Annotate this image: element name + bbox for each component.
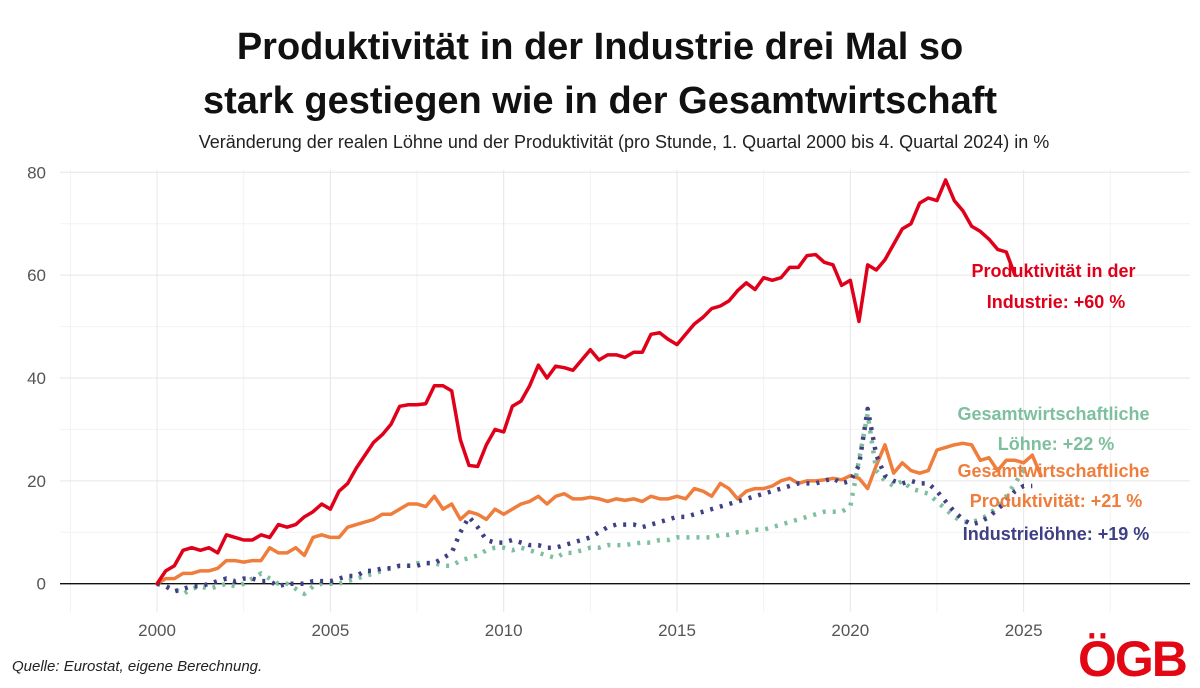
y-tick-label: 80 — [27, 163, 46, 182]
chart-subtitle: Veränderung der realen Löhne und der Pro… — [198, 132, 1050, 152]
label-industry-wages: Industrielöhne: +19 % — [963, 524, 1150, 544]
source-note: Quelle: Eurostat, eigene Berechnung. — [12, 658, 263, 675]
x-tick-label: 2020 — [831, 621, 869, 640]
label-total-wages: Gesamtwirtschaftliche Löhne: +22 % — [957, 404, 1154, 454]
series-line-industry-productivity — [155, 178, 1017, 586]
major-gridlines — [60, 170, 1190, 612]
x-tick-label: 2000 — [138, 621, 176, 640]
series-line-industry-wages — [156, 406, 1033, 594]
y-axis-tick-labels: 0 20 40 60 80 — [27, 163, 46, 593]
y-tick-label: 0 — [37, 575, 46, 594]
logo-wordmark: ÖGB — [1078, 631, 1188, 687]
minor-gridlines — [60, 170, 1190, 612]
data-series — [155, 178, 1043, 597]
x-tick-label: 2025 — [1005, 621, 1043, 640]
x-tick-label: 2010 — [485, 621, 523, 640]
chart-title-line-1: Produktivität in der Industrie drei Mal … — [236, 26, 964, 68]
y-tick-label: 20 — [27, 472, 46, 491]
series-line-total-productivity — [155, 441, 1043, 586]
oegb-logo: ÖGB — [1078, 631, 1198, 687]
label-industry-productivity: Produktivität in der Industrie: +60 % — [971, 261, 1140, 312]
x-tick-label: 2005 — [311, 621, 349, 640]
x-tick-label: 2015 — [658, 621, 696, 640]
y-tick-label: 40 — [27, 369, 46, 388]
chart-title-line-2: stark gestiegen wie in der Gesamtwirtsch… — [202, 80, 998, 122]
series-labels: Produktivität in der Industrie: +60 % Ge… — [957, 261, 1154, 544]
series-line-total-wages — [156, 411, 1033, 597]
label-total-productivity: Gesamtwirtschaftliche Produktivität: +21… — [957, 461, 1154, 511]
x-axis-tick-labels: 2000 2005 2010 2015 2020 2025 — [138, 621, 1042, 640]
y-tick-label: 60 — [27, 266, 46, 285]
